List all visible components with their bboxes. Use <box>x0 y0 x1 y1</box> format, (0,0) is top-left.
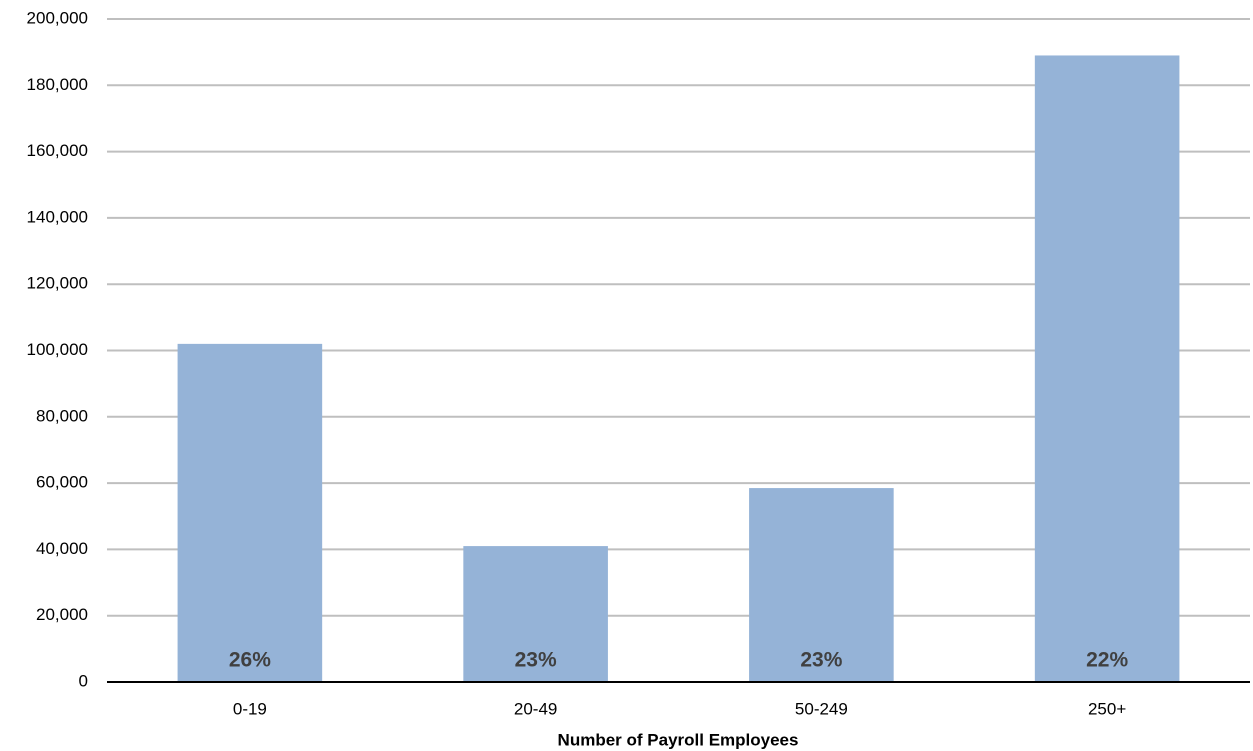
bar <box>463 546 608 682</box>
bar <box>749 488 894 682</box>
y-tick-label: 140,000 <box>27 207 88 226</box>
bar <box>1034 55 1180 682</box>
y-tick-label: 160,000 <box>27 141 88 160</box>
y-tick-label: 80,000 <box>36 406 88 425</box>
y-tick-label: 120,000 <box>27 274 88 293</box>
y-tick-label: 60,000 <box>36 473 88 492</box>
bar-annotation: 23% <box>800 649 842 672</box>
y-tick-label: 180,000 <box>27 75 88 94</box>
y-tick-label: 200,000 <box>27 8 88 27</box>
x-tick-label: 250+ <box>1088 699 1126 718</box>
y-tick-label: 40,000 <box>36 539 88 558</box>
x-tick-label: 20-49 <box>514 699 557 718</box>
bar-annotation: 26% <box>229 649 271 672</box>
bar-annotation: 23% <box>515 649 557 672</box>
y-tick-label: 100,000 <box>27 340 88 359</box>
x-tick-label: 0-19 <box>233 699 267 718</box>
bar-annotation: 22% <box>1086 649 1128 672</box>
x-axis-label: Number of Payroll Employees <box>558 730 799 749</box>
y-tick-label: 0 <box>79 671 88 690</box>
bar <box>177 343 323 682</box>
y-tick-label: 20,000 <box>36 605 88 624</box>
x-tick-label: 50-249 <box>795 699 848 718</box>
